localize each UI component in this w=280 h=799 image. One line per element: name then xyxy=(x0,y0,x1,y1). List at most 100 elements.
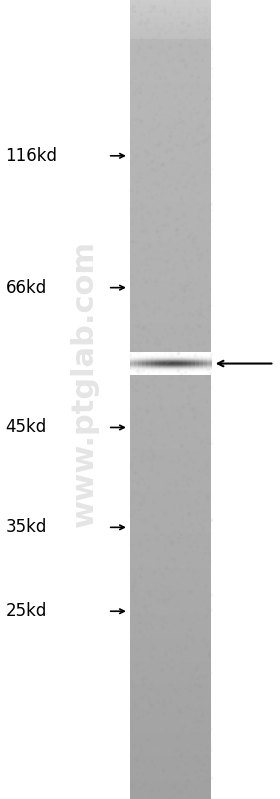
Bar xyxy=(207,362,212,363)
Bar xyxy=(167,352,171,353)
Bar xyxy=(130,734,211,737)
Bar xyxy=(195,371,199,372)
Bar xyxy=(143,352,147,353)
Bar xyxy=(183,358,187,359)
Bar xyxy=(171,358,175,359)
Bar xyxy=(203,371,207,372)
Bar xyxy=(130,10,211,12)
Bar xyxy=(130,662,211,665)
Bar xyxy=(138,366,143,367)
Bar xyxy=(207,355,212,356)
Bar xyxy=(134,357,139,358)
Bar xyxy=(143,362,147,363)
Bar xyxy=(146,365,151,366)
Bar xyxy=(203,355,207,356)
Bar xyxy=(203,355,207,356)
Bar xyxy=(199,373,204,374)
Bar xyxy=(155,353,159,355)
Bar xyxy=(155,366,159,368)
Bar xyxy=(203,362,207,363)
Bar xyxy=(163,355,167,356)
Bar xyxy=(151,356,155,357)
Bar xyxy=(207,367,212,368)
Bar xyxy=(130,664,211,667)
Bar xyxy=(167,357,171,359)
Bar xyxy=(130,47,211,50)
Bar xyxy=(203,356,207,358)
Bar xyxy=(134,363,139,364)
Bar xyxy=(143,352,147,353)
Bar xyxy=(146,360,151,361)
Bar xyxy=(130,529,211,531)
Bar xyxy=(207,359,212,360)
Bar xyxy=(175,356,179,358)
Bar xyxy=(171,356,175,357)
Bar xyxy=(158,370,163,371)
Bar xyxy=(167,357,171,358)
Bar xyxy=(130,187,211,190)
Bar xyxy=(130,309,211,312)
Bar xyxy=(155,357,159,358)
Bar xyxy=(195,358,199,359)
Bar xyxy=(175,355,179,356)
Bar xyxy=(175,356,179,357)
Bar xyxy=(155,360,159,361)
Bar xyxy=(179,352,183,353)
Bar xyxy=(179,356,183,357)
Bar xyxy=(138,360,143,361)
Bar xyxy=(158,369,163,370)
Bar xyxy=(187,372,192,373)
Bar xyxy=(151,373,155,374)
Bar xyxy=(207,355,212,356)
Bar xyxy=(130,67,211,70)
Bar xyxy=(130,371,211,374)
Bar xyxy=(130,361,135,362)
Bar xyxy=(130,361,135,363)
Bar xyxy=(130,356,135,357)
Bar xyxy=(138,353,143,355)
Bar xyxy=(151,359,155,360)
Bar xyxy=(158,363,163,364)
Bar xyxy=(151,367,155,368)
Bar xyxy=(171,355,175,356)
Bar xyxy=(183,358,187,360)
Bar xyxy=(187,363,192,364)
Bar xyxy=(183,362,187,363)
Bar xyxy=(183,371,187,372)
Bar xyxy=(130,572,211,575)
Bar xyxy=(130,505,211,507)
Bar xyxy=(195,369,199,370)
Bar xyxy=(187,352,192,353)
Bar xyxy=(191,352,195,353)
Bar xyxy=(155,371,159,372)
Bar xyxy=(158,352,163,353)
Text: www.ptglab.com: www.ptglab.com xyxy=(69,240,99,527)
Bar xyxy=(203,373,207,374)
Bar xyxy=(130,503,211,505)
Bar xyxy=(207,372,212,374)
Bar xyxy=(130,455,211,457)
Bar xyxy=(167,371,171,372)
Bar xyxy=(167,354,171,355)
Bar xyxy=(163,371,167,372)
Bar xyxy=(130,367,135,368)
Bar xyxy=(158,355,163,356)
Bar xyxy=(130,357,135,358)
Bar xyxy=(207,364,212,366)
Bar xyxy=(195,373,199,374)
Bar xyxy=(167,364,171,365)
Bar xyxy=(138,355,143,356)
Bar xyxy=(130,678,211,681)
Bar xyxy=(187,354,192,356)
Bar xyxy=(130,223,211,225)
Bar xyxy=(130,353,135,355)
Bar xyxy=(183,357,187,358)
Bar xyxy=(163,359,167,360)
Bar xyxy=(175,367,179,368)
Bar xyxy=(130,369,135,371)
Bar xyxy=(130,638,211,641)
Bar xyxy=(191,371,195,372)
Bar xyxy=(195,374,199,375)
Bar xyxy=(207,360,212,361)
Bar xyxy=(130,397,211,400)
